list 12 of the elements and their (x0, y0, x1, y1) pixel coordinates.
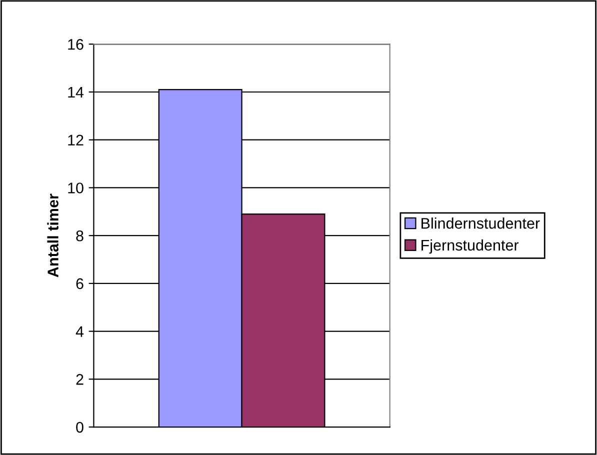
y-tick-label: 2 (76, 374, 84, 385)
y-tick-label: 14 (68, 87, 84, 98)
y-tick-label: 8 (76, 230, 84, 242)
y-tick-label: 12 (68, 134, 84, 146)
y-tick-label: 0 (76, 422, 84, 433)
y-tick-label: 4 (76, 326, 84, 337)
y-axis-title: Antall timer (47, 194, 58, 278)
y-tick-label: 6 (76, 278, 84, 290)
y-tick-label: 10 (68, 182, 84, 194)
legend-label: Blindernstudenter (422, 218, 540, 229)
y-tick-label: 16 (68, 39, 84, 50)
legend-label: Fjernstudenter (422, 239, 519, 254)
